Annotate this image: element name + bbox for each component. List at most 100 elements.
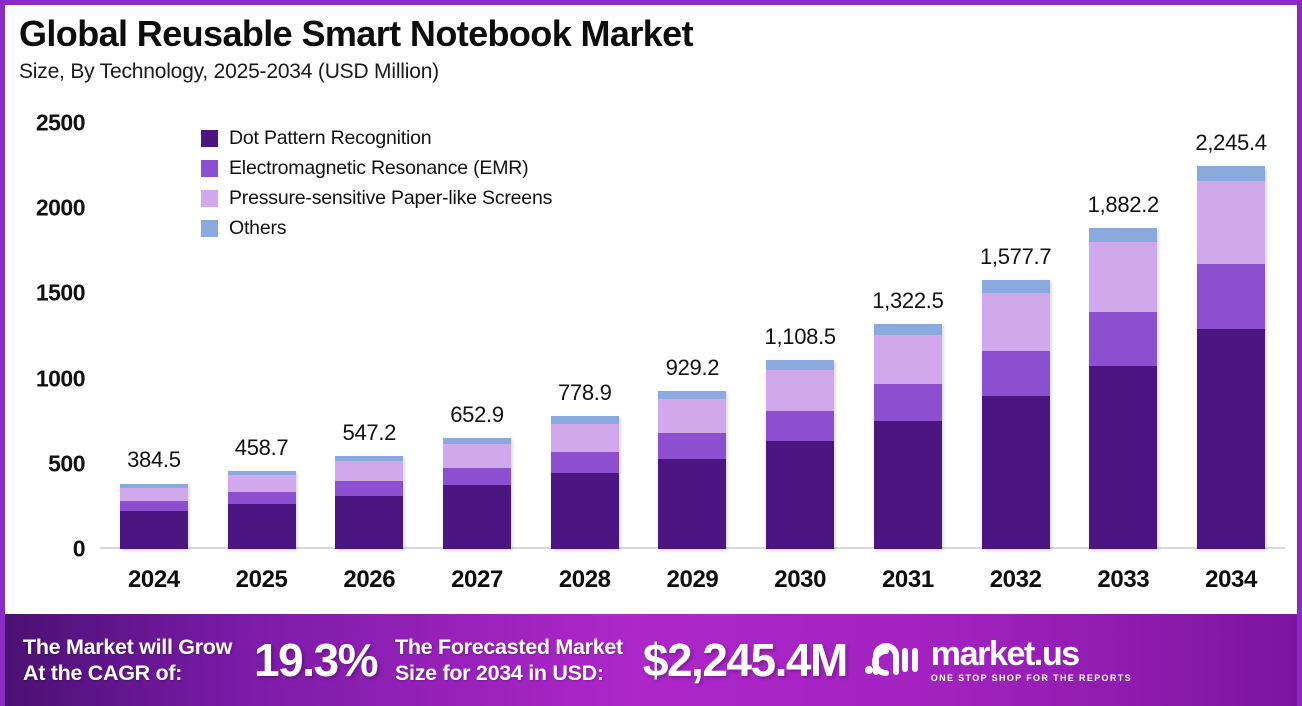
legend-item[interactable]: Dot Pattern Recognition (201, 127, 552, 150)
bar-group[interactable]: 384.5 (115, 123, 193, 549)
stacked-bar[interactable] (981, 280, 1050, 549)
bar-segment[interactable] (1089, 228, 1158, 243)
bar-group[interactable]: 1,108.5 (761, 123, 839, 549)
y-axis-tick: 1000 (35, 365, 86, 392)
forecast-value: $2,245.4M (642, 634, 848, 686)
cagr-caption-line2: At the CAGR of: (23, 661, 183, 685)
bar-segment[interactable] (981, 395, 1050, 549)
stacked-bar[interactable] (766, 360, 835, 549)
bar-segment[interactable] (119, 483, 188, 488)
legend-swatch-icon (201, 190, 218, 207)
bar-segment[interactable] (1197, 166, 1266, 182)
y-axis: 0 500 1000 1500 2000 2500 (5, 110, 93, 562)
forecast-caption-line1: The Forecasted Market (394, 634, 623, 659)
bar-group[interactable]: 1,322.5 (869, 123, 947, 549)
bar-segment[interactable] (658, 390, 727, 400)
chart-header: Global Reusable Smart Notebook Market Si… (19, 13, 1289, 84)
bar-segment[interactable] (981, 351, 1050, 396)
bar-segment[interactable] (1197, 263, 1266, 330)
chart-legend: Dot Pattern Recognition Electromagnetic R… (201, 127, 552, 240)
bar-segment[interactable] (873, 334, 942, 384)
legend-swatch-icon (201, 160, 218, 177)
bar-segment[interactable] (1197, 329, 1266, 549)
bar-segment[interactable] (873, 383, 942, 421)
y-axis-tick: 2000 (35, 194, 86, 221)
x-axis-tick: 2028 (558, 566, 611, 593)
market-us-logo-icon (863, 637, 921, 684)
bar-value-label: 1,108.5 (764, 324, 837, 350)
bar-segment[interactable] (335, 461, 404, 481)
bar-segment[interactable] (550, 423, 619, 452)
bar-segment[interactable] (658, 399, 727, 434)
bar-segment[interactable] (766, 410, 835, 442)
stacked-bar[interactable] (873, 323, 942, 549)
x-axis-tick: 2027 (451, 566, 503, 593)
legend-label: Dot Pattern Recognition (229, 127, 432, 149)
bar-segment[interactable] (227, 475, 296, 492)
legend-item[interactable]: Pressure-sensitive Paper-like Screens (201, 187, 552, 210)
bar-segment[interactable] (443, 437, 512, 445)
bar-group[interactable]: 1,577.7 (977, 123, 1055, 549)
bar-group[interactable]: 1,882.2 (1084, 123, 1162, 549)
bar-segment[interactable] (550, 473, 619, 549)
bar-value-label: 458.7 (234, 434, 289, 460)
bar-group[interactable]: 2,245.4 (1192, 123, 1270, 549)
bar-segment[interactable] (981, 280, 1050, 293)
cagr-caption: The Market will Grow At the CAGR of: (23, 634, 232, 686)
bar-segment[interactable] (335, 495, 404, 549)
y-axis-tick: 500 (48, 450, 85, 477)
bar-segment[interactable] (119, 487, 188, 501)
bar-group[interactable]: 652.9 (438, 123, 516, 549)
bar-segment[interactable] (119, 500, 188, 512)
x-axis-tick: 2024 (127, 566, 180, 593)
bar-segment[interactable] (1089, 312, 1158, 367)
bar-segment[interactable] (443, 467, 512, 486)
legend-swatch-icon (201, 220, 218, 237)
bar-value-label: 2,245.4 (1195, 130, 1267, 156)
bar-segment[interactable] (227, 504, 296, 549)
forecast-caption-line2: Size for 2034 in USD: (394, 661, 604, 685)
bar-segment[interactable] (335, 455, 404, 462)
bar-segment[interactable] (550, 416, 619, 424)
forecast-caption: The Forecasted Market Size for 2034 in U… (395, 634, 623, 686)
stacked-bar[interactable] (119, 483, 188, 549)
bar-segment[interactable] (873, 323, 942, 335)
bar-group[interactable]: 458.7 (223, 123, 301, 549)
bar-segment[interactable] (227, 470, 296, 476)
footer-banner: The Market will Grow At the CAGR of: 19.… (5, 614, 1297, 706)
bar-group[interactable]: 547.2 (330, 123, 408, 549)
bar-segment[interactable] (766, 360, 835, 371)
stacked-bar[interactable] (443, 437, 512, 549)
bar-segment[interactable] (1197, 181, 1266, 264)
stacked-bar[interactable] (550, 416, 619, 549)
bar-segment[interactable] (766, 370, 835, 411)
bar-segment[interactable] (1089, 242, 1158, 313)
brand-tagline: ONE STOP SHOP FOR THE REPORTS (930, 673, 1132, 683)
bar-segment[interactable] (766, 441, 835, 549)
bar-segment[interactable] (227, 491, 296, 505)
x-axis-tick: 2033 (1097, 566, 1150, 593)
bar-segment[interactable] (981, 292, 1050, 352)
stacked-bar[interactable] (335, 455, 404, 549)
brand-logo[interactable]: market.us ONE STOP SHOP FOR THE REPORTS (863, 637, 1132, 684)
bar-segment[interactable] (443, 485, 512, 549)
bar-group[interactable]: 778.9 (546, 123, 624, 549)
bar-segment[interactable] (873, 420, 942, 549)
bar-segment[interactable] (119, 511, 188, 549)
stacked-bar[interactable] (1089, 228, 1158, 549)
bar-segment[interactable] (550, 451, 619, 474)
y-axis-tick: 0 (72, 535, 86, 562)
stacked-bar[interactable] (227, 470, 296, 549)
bar-group[interactable]: 929.2 (653, 123, 731, 549)
bar-segment[interactable] (658, 433, 727, 459)
legend-item[interactable]: Electromagnetic Resonance (EMR) (201, 157, 552, 180)
legend-item[interactable]: Others (201, 217, 552, 240)
stacked-bar[interactable] (1197, 166, 1266, 549)
bar-segment[interactable] (335, 480, 404, 496)
bar-segment[interactable] (658, 458, 727, 549)
x-axis-tick: 2025 (235, 566, 288, 593)
bar-segment[interactable] (443, 444, 512, 468)
bar-segment[interactable] (1089, 366, 1158, 549)
x-axis-tick: 2030 (774, 566, 827, 593)
stacked-bar[interactable] (658, 390, 727, 549)
